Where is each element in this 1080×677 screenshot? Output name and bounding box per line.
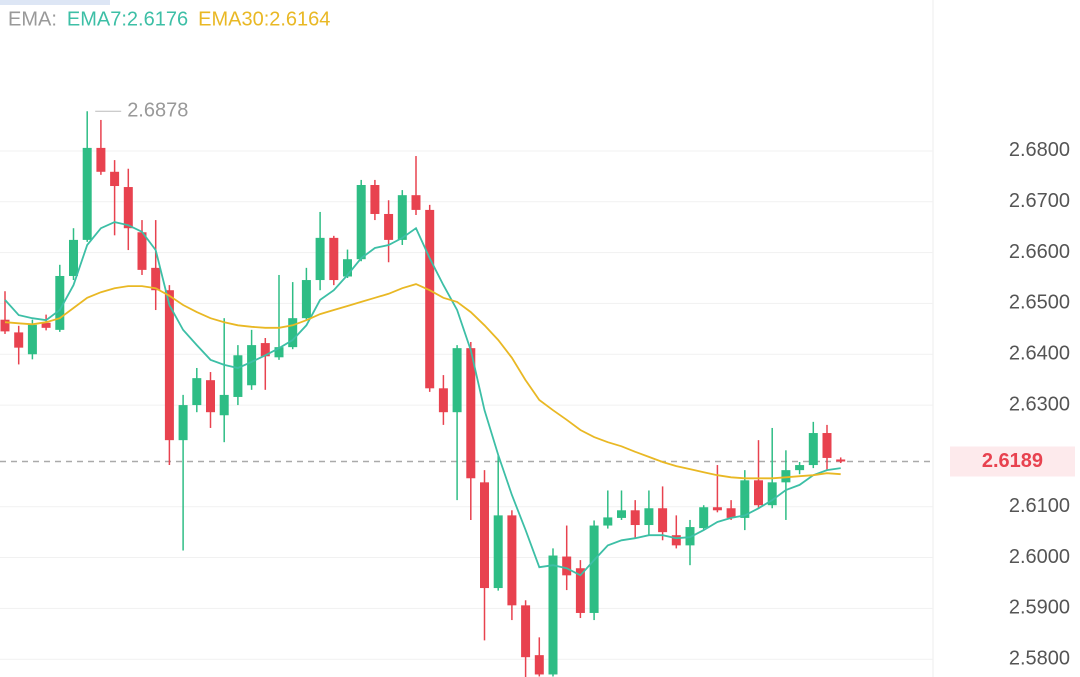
candle-body: [658, 508, 668, 533]
candle-body: [69, 239, 78, 276]
candle-body: [370, 185, 380, 214]
candle-body: [137, 232, 147, 270]
y-tick-label: 2.6300: [1009, 393, 1070, 415]
candle-body: [781, 470, 791, 483]
candle-body: [356, 185, 366, 260]
last-price-label: 2.6189: [982, 450, 1043, 472]
y-tick-label: 2.6600: [1009, 241, 1070, 263]
candle-body: [699, 507, 709, 529]
candle-body: [260, 343, 270, 357]
candle-body: [740, 480, 750, 518]
candle-body: [822, 433, 832, 458]
candle-body: [466, 348, 476, 479]
candle-body: [712, 507, 722, 511]
y-tick-label: 2.5900: [1009, 597, 1070, 619]
candle-body: [767, 482, 777, 506]
candle-body: [274, 347, 284, 358]
candle-body: [315, 237, 325, 281]
candle-body: [617, 510, 626, 518]
candle-body: [726, 508, 736, 518]
candle-body: [795, 465, 805, 471]
candle-body: [82, 147, 92, 240]
candle-body: [219, 394, 229, 416]
y-tick-label: 2.6000: [1009, 546, 1070, 568]
candle-body: [493, 515, 503, 589]
candle-body: [534, 655, 544, 675]
y-tick-label: 2.6800: [1009, 139, 1070, 161]
candle-body: [123, 187, 133, 229]
candle-body: [425, 209, 435, 389]
last-price-bg: [950, 446, 1075, 477]
y-tick-label: 2.6100: [1009, 495, 1070, 517]
candle-body: [548, 555, 558, 675]
candle-body: [41, 322, 51, 328]
candle-body: [603, 517, 613, 526]
candle-body: [575, 568, 585, 613]
ema-line: [4, 221, 841, 577]
candle-body: [14, 332, 24, 348]
candle-body: [438, 388, 448, 413]
candle-body: [0, 319, 10, 332]
y-tick-label: 2.6500: [1009, 292, 1070, 314]
candle-body: [329, 237, 339, 281]
candle-body: [562, 556, 572, 576]
legend-title: EMA:: [8, 8, 57, 30]
candle-body: [233, 355, 243, 397]
candle-body: [301, 280, 311, 319]
candle-body: [521, 605, 531, 658]
legend-entry: EMA7:2.6176: [67, 8, 188, 30]
y-tick-label: 2.6400: [1009, 343, 1070, 365]
top-tab: [0, 0, 110, 5]
candle-body: [671, 535, 681, 546]
high-marker-label: 2.6878: [127, 100, 188, 122]
candle-body: [808, 433, 818, 466]
candle-body: [480, 482, 489, 589]
candle-body: [397, 195, 407, 240]
candle-body: [411, 195, 421, 210]
candle-body: [110, 171, 120, 187]
candle-body: [754, 480, 763, 506]
candle-body: [247, 345, 257, 386]
candle-body: [589, 525, 599, 613]
candle-body: [55, 275, 65, 330]
candle-body: [164, 290, 174, 441]
candle-body: [151, 267, 161, 291]
candle-body: [96, 147, 106, 172]
legend-entry: EMA30:2.6164: [198, 8, 330, 30]
candle-body: [27, 324, 37, 355]
y-tick-label: 2.5800: [1009, 647, 1070, 669]
candle-body: [452, 348, 462, 413]
candle-body: [192, 378, 202, 406]
candle-body: [836, 459, 846, 462]
candle-body: [343, 259, 352, 277]
candle-body: [644, 508, 654, 526]
candle-body: [178, 405, 188, 441]
candle-body: [507, 515, 517, 606]
candle-body: [206, 380, 215, 413]
candle-body: [630, 510, 640, 526]
candle-body: [288, 318, 298, 348]
candle-body: [384, 213, 394, 240]
y-tick-label: 2.6700: [1009, 190, 1070, 212]
ema-line: [4, 283, 841, 480]
